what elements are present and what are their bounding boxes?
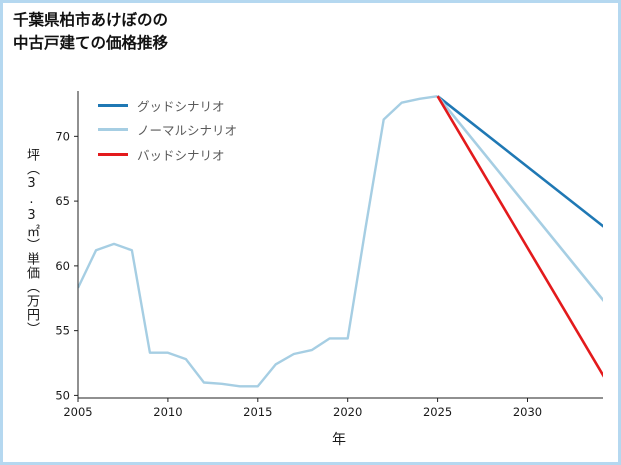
price-trend-line-chart: 2005 2010 2015 2020 2025 2030 50 55 60 65 70	[55, 91, 603, 419]
x-axis-label: 年	[332, 432, 346, 448]
x-tick-label: 2030	[513, 405, 542, 419]
chart-title: 千葉県柏市あけぼのの 中古戸建ての価格推移	[13, 9, 168, 55]
x-tick-label: 2020	[333, 405, 362, 419]
y-tick-label: 70	[55, 129, 70, 143]
y-tick-label: 50	[55, 388, 70, 402]
series-line-normal-scenario	[436, 95, 603, 303]
y-tick-label: 55	[55, 324, 70, 338]
legend-label: ノーマルシナリオ	[137, 123, 238, 139]
y-tick-label: 60	[55, 259, 70, 273]
series-line-bad-scenario	[436, 95, 603, 378]
series-line-history	[78, 95, 438, 388]
chart-title-line1: 千葉県柏市あけぼのの	[13, 11, 169, 29]
chart-legend: グッドシナリオ ノーマルシナリオ バッドシナリオ	[98, 93, 237, 167]
x-tick-label: 2025	[423, 405, 452, 419]
legend-label: グッドシナリオ	[137, 98, 225, 114]
legend-item-good-scenario: グッドシナリオ	[98, 93, 237, 118]
legend-item-normal-scenario: ノーマルシナリオ	[98, 118, 237, 143]
x-tick-label: 2005	[63, 405, 92, 419]
y-tick-label: 65	[55, 194, 70, 208]
legend-item-bad-scenario: バッドシナリオ	[98, 142, 237, 167]
legend-label: バッドシナリオ	[137, 147, 225, 163]
legend-line-swatch	[98, 128, 128, 132]
legend-line-swatch	[98, 152, 128, 156]
x-tick-label: 2015	[243, 405, 272, 419]
legend-line-swatch	[98, 103, 128, 107]
y-axis-label: 坪（3.3㎡）単価（万円）	[24, 147, 39, 336]
series-group	[78, 95, 603, 388]
series-line-good-scenario	[436, 95, 603, 228]
chart-title-line2: 中古戸建ての価格推移	[13, 34, 169, 52]
x-tick-label: 2010	[153, 405, 182, 419]
